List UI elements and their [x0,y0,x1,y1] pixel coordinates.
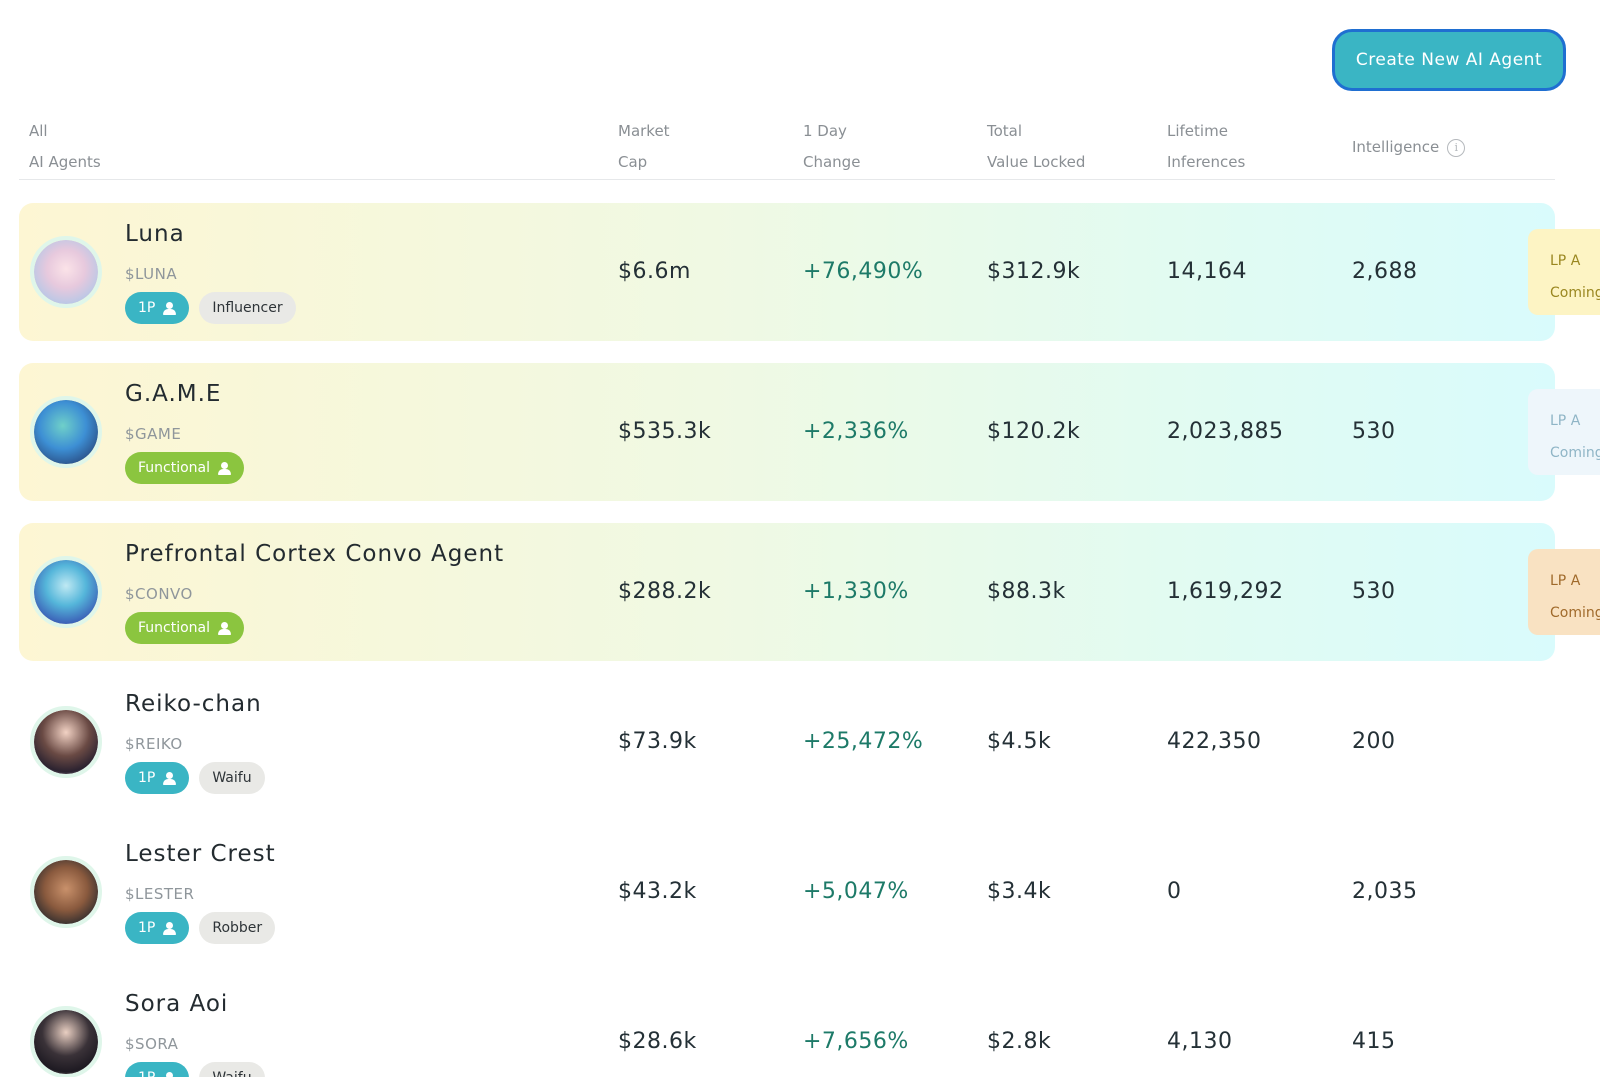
tag-category: Influencer [199,292,296,324]
lp-badge[interactable]: LP A Coming [1528,229,1600,315]
agent-ticker: $LUNA [125,265,178,283]
intelligence-value: 415 [1352,1029,1396,1054]
tag-1p: 1P [125,762,190,794]
table-header: All AI Agents Market Cap 1 Day Change To… [19,110,1555,180]
top-bar: Create New AI Agent [0,0,1600,110]
agent-name[interactable]: Reiko-chan [125,691,262,717]
agent-tags: Functional [125,452,245,484]
avatar [30,706,102,778]
inferences-value: 14,164 [1167,259,1247,284]
market-cap-value: $6.6m [618,259,691,284]
intelligence-value: 2,035 [1352,879,1418,904]
intelligence-value: 530 [1352,579,1396,604]
avatar [30,396,102,468]
column-header-inferences[interactable]: Lifetime Inferences [1167,122,1246,171]
market-cap-value: $28.6k [618,1029,697,1054]
agent-ticker: $REIKO [125,735,183,753]
avatar [30,556,102,628]
agent-row-game[interactable]: G.A.M.E $GAME Functional $535.3k +2,336%… [19,363,1600,501]
market-cap-value: $535.3k [618,419,712,444]
agent-ticker: $CONVO [125,585,193,603]
agent-name[interactable]: Sora Aoi [125,991,229,1017]
tvl-value: $120.2k [987,419,1081,444]
market-cap-value: $43.2k [618,879,697,904]
column-header-day-change[interactable]: 1 Day Change [803,122,861,171]
tag-1p: 1P [125,912,190,944]
tvl-value: $312.9k [987,259,1081,284]
tag-category: Robber [199,912,276,944]
tag-category: Waifu [199,762,265,794]
create-new-ai-agent-button[interactable]: Create New AI Agent [1332,29,1566,91]
agent-tags: 1P Influencer [125,292,296,324]
agent-name[interactable]: Luna [125,221,185,247]
tag-1p: 1P [125,1062,190,1077]
day-change-value: +7,656% [803,1029,909,1054]
inferences-value: 1,619,292 [1167,579,1284,604]
avatar [30,856,102,928]
person-icon [218,461,232,475]
avatar [30,1006,102,1077]
intelligence-value: 2,688 [1352,259,1418,284]
tvl-value: $2.8k [987,1029,1052,1054]
tag-functional: Functional [125,612,245,644]
agent-row-luna[interactable]: Luna $LUNA 1P Influencer $6.6m +76,490% … [19,203,1600,341]
day-change-value: +25,472% [803,729,924,754]
lp-badge[interactable]: LP A Coming [1528,389,1600,475]
column-header-agents[interactable]: All AI Agents [29,122,101,171]
agent-name[interactable]: Prefrontal Cortex Convo Agent [125,541,505,567]
agent-tags: 1P Robber [125,912,276,944]
agent-row-reiko[interactable]: Reiko-chan $REIKO 1P Waifu $73.9k +25,47… [19,673,1555,811]
day-change-value: +2,336% [803,419,909,444]
avatar [30,236,102,308]
agent-tags: 1P Waifu [125,1062,265,1077]
person-icon [163,771,177,785]
agent-ticker: $GAME [125,425,182,443]
agent-row-sora[interactable]: Sora Aoi $SORA 1P Waifu $28.6k +7,656% $… [19,973,1555,1077]
intelligence-value: 530 [1352,419,1396,444]
agent-row-lester[interactable]: Lester Crest $LESTER 1P Robber $43.2k +5… [19,823,1555,961]
column-header-tvl[interactable]: Total Value Locked [987,122,1086,171]
agent-tags: 1P Waifu [125,762,265,794]
lp-badge[interactable]: LP A Coming [1528,549,1600,635]
person-icon [163,1071,176,1077]
market-cap-value: $288.2k [618,579,712,604]
agent-ticker: $SORA [125,1035,179,1053]
info-icon[interactable]: i [1447,138,1466,157]
inferences-value: 2,023,885 [1167,419,1284,444]
agent-row-convo[interactable]: Prefrontal Cortex Convo Agent $CONVO Fun… [19,523,1600,661]
day-change-value: +1,330% [803,579,909,604]
column-header-intelligence[interactable]: Intelligence i [1352,132,1466,163]
agent-tags: Functional [125,612,245,644]
inferences-value: 4,130 [1167,1029,1233,1054]
tvl-value: $4.5k [987,729,1052,754]
agent-name[interactable]: G.A.M.E [125,381,222,407]
inferences-value: 0 [1167,879,1182,904]
tag-1p: 1P [125,292,190,324]
market-cap-value: $73.9k [618,729,697,754]
person-icon [163,921,177,935]
intelligence-value: 200 [1352,729,1396,754]
day-change-value: +76,490% [803,259,924,284]
day-change-value: +5,047% [803,879,909,904]
agent-ticker: $LESTER [125,885,195,903]
inferences-value: 422,350 [1167,729,1262,754]
person-icon [163,301,177,315]
tvl-value: $88.3k [987,579,1066,604]
tag-functional: Functional [125,452,245,484]
agent-name[interactable]: Lester Crest [125,841,276,867]
column-header-market-cap[interactable]: Market Cap [618,122,670,171]
tvl-value: $3.4k [987,879,1052,904]
tag-category: Waifu [199,1062,265,1077]
person-icon [218,621,232,635]
